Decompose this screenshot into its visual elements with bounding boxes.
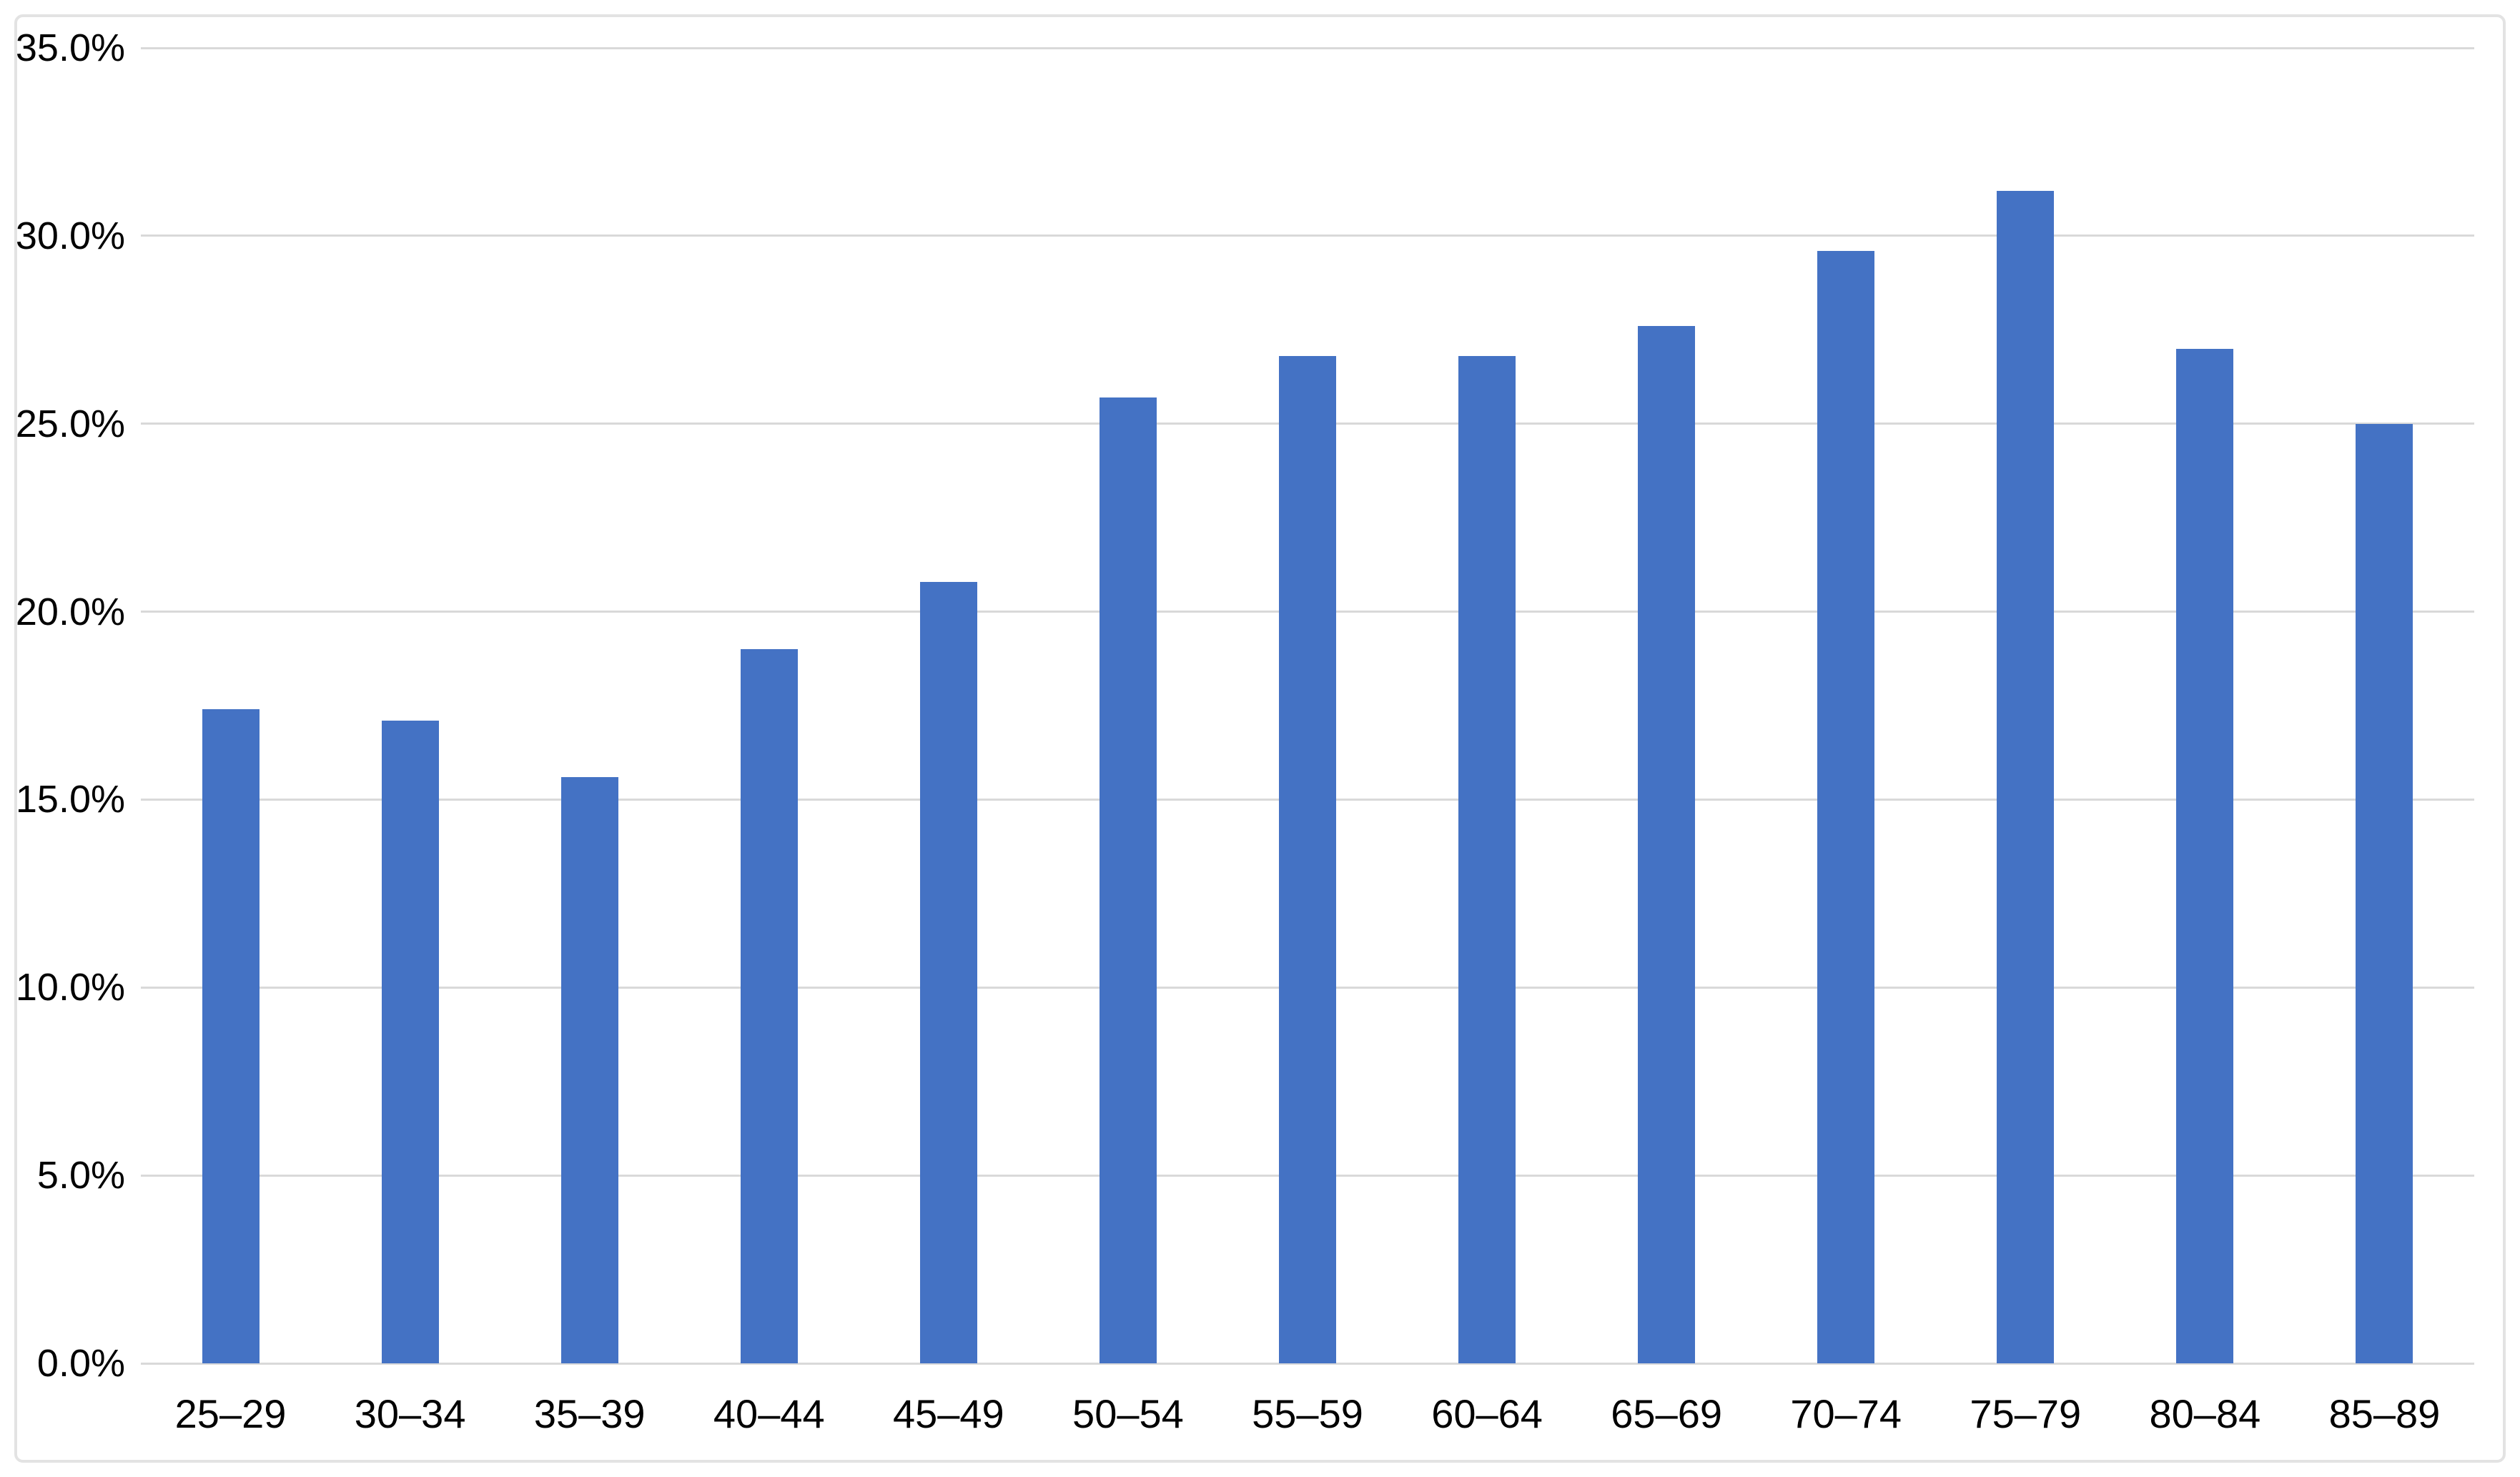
x-tick-label-50–54: 50–54 [1072,1391,1184,1436]
x-tick-label-40–44: 40–44 [713,1391,825,1436]
y-tick-label-0.0%: 0.0% [36,1342,125,1385]
bar-65–69 [1638,326,1696,1363]
y-tick-label-10.0%: 10.0% [15,966,125,1009]
x-tick-label-35–39: 35–39 [533,1391,646,1436]
bar-40–44 [740,649,798,1363]
x-tick-label-60–64: 60–64 [1431,1391,1543,1436]
bar-35–39 [560,776,618,1363]
bar-60–64 [1458,356,1516,1363]
y-tick-label-25.0%: 25.0% [15,402,125,445]
bar-30–34 [381,721,439,1363]
x-tick-label-55–59: 55–59 [1252,1391,1363,1436]
x-tick-label-80–84: 80–84 [2149,1391,2261,1436]
bar-70–74 [1817,250,1875,1363]
bar-25–29 [202,709,260,1363]
bar-75–79 [1997,190,2055,1363]
x-tick-label-30–34: 30–34 [354,1391,466,1436]
y-tick-label-35.0%: 35.0% [15,26,125,69]
x-tick-label-45–49: 45–49 [892,1391,1004,1436]
x-tick-label-65–69: 65–69 [1611,1391,1723,1436]
x-tick-label-25–29: 25–29 [174,1391,287,1436]
bar-55–59 [1279,356,1336,1363]
y-tick-label-30.0%: 30.0% [15,214,125,257]
y-tick-label-15.0%: 15.0% [15,778,125,821]
bar-85–89 [2356,423,2413,1363]
x-tick-label-75–79: 75–79 [1970,1391,2082,1436]
bar-50–54 [1099,397,1157,1363]
y-tick-label-20.0%: 20.0% [15,590,125,633]
y-tick-label-5.0%: 5.0% [36,1154,125,1197]
bar-80–84 [2176,348,2234,1363]
x-tick-label-70–74: 70–74 [1790,1391,1902,1436]
bar-45–49 [919,581,977,1363]
x-tick-label-85–89: 85–89 [2328,1391,2441,1436]
